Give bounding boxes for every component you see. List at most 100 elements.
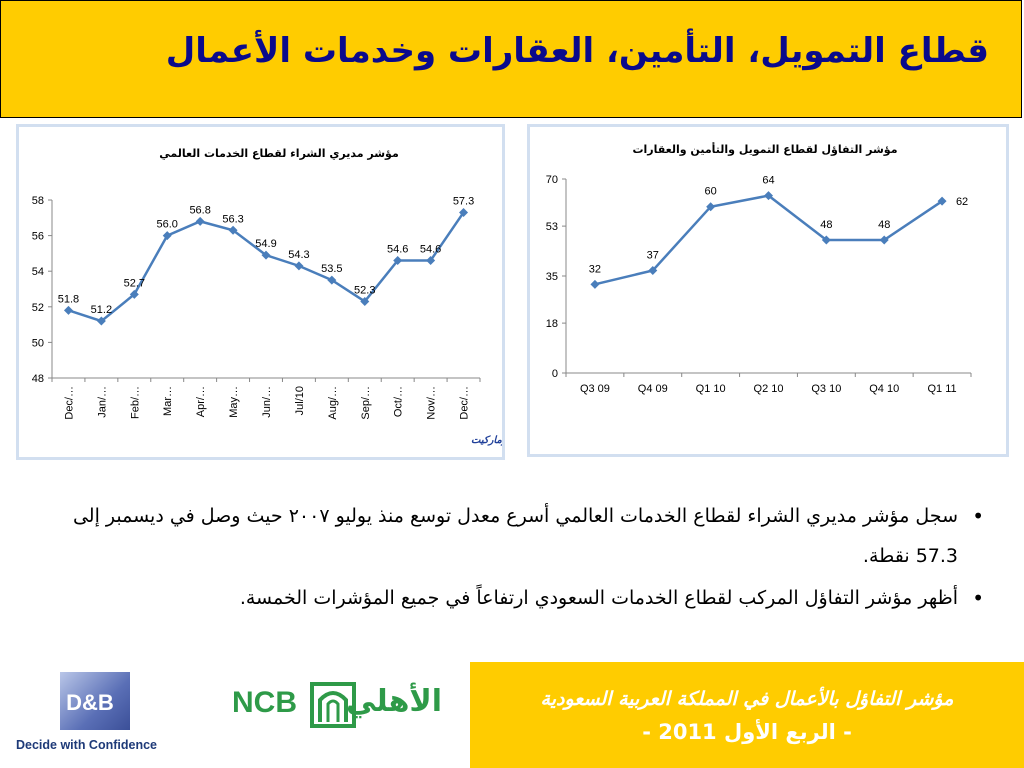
data-label: 54.9 bbox=[255, 238, 276, 250]
x-tick-label: Apr/… bbox=[195, 386, 207, 417]
bullet-text: أظهر مؤشر التفاؤل المركب لقطاع الخدمات ا… bbox=[239, 587, 958, 609]
x-tick-label: Nov/… bbox=[426, 386, 438, 420]
data-point bbox=[648, 265, 658, 275]
chart-title: مؤشر التفاؤل لقطاع التمويل والتأمين والع… bbox=[632, 142, 897, 156]
data-label: 57.3 bbox=[453, 195, 474, 207]
data-point bbox=[261, 250, 271, 260]
chart-global-pmi-svg: مؤشر مديري الشراء لقطاع الخدمات العالمي 4… bbox=[32, 147, 502, 446]
x-tick-label: Mar… bbox=[162, 386, 174, 416]
y-tick-label: 54 bbox=[32, 266, 44, 278]
chart-global-pmi: مؤشر مديري الشراء لقطاع الخدمات العالمي 4… bbox=[16, 124, 505, 460]
y-tick-label: 48 bbox=[32, 373, 44, 385]
y-tick-label: 35 bbox=[546, 271, 558, 283]
dnb-logo-text: D&B bbox=[66, 690, 114, 715]
data-label: 51.2 bbox=[91, 304, 112, 316]
x-tick-label: Q2 10 bbox=[754, 383, 784, 395]
y-tick-label: 52 bbox=[32, 302, 44, 314]
series-line bbox=[68, 211, 465, 323]
data-point bbox=[360, 296, 370, 306]
chart-source-note: المصدر: ج . ب. مورجان وماركيت bbox=[471, 435, 502, 446]
y-tick-label: 50 bbox=[32, 337, 44, 349]
bullet-item: • سجل مؤشر مديري الشراء لقطاع الخدمات ال… bbox=[40, 496, 990, 576]
data-label: 53.5 bbox=[321, 263, 342, 275]
data-label: 56.3 bbox=[222, 213, 243, 225]
dnb-logo-mark bbox=[60, 672, 130, 730]
page-title: قطاع التمويل، التأمين، العقارات وخدمات ا… bbox=[165, 31, 989, 71]
data-label: 56.0 bbox=[157, 219, 178, 231]
ncb-palm-icon bbox=[310, 682, 356, 728]
x-tick-label: Q3 10 bbox=[811, 383, 841, 395]
data-label: 48 bbox=[820, 219, 832, 231]
x-tick-label: Jul/10 bbox=[294, 386, 306, 415]
bullet-list: • سجل مؤشر مديري الشراء لقطاع الخدمات ال… bbox=[40, 496, 990, 620]
data-point bbox=[228, 225, 238, 235]
data-label: 54.6 bbox=[387, 244, 408, 256]
data-point bbox=[879, 235, 889, 245]
data-label: 32 bbox=[589, 263, 601, 275]
dnb-tagline: Decide with Confidence bbox=[16, 738, 157, 752]
data-label: 54.6 bbox=[420, 244, 441, 256]
data-point bbox=[195, 216, 205, 226]
data-label: 64 bbox=[762, 175, 774, 187]
x-tick-label: Dec/… bbox=[459, 386, 471, 420]
data-point bbox=[426, 256, 436, 266]
ncb-logo: NCB الأهلي bbox=[232, 682, 452, 732]
data-point bbox=[706, 202, 716, 212]
x-tick-label: Jun/… bbox=[261, 386, 273, 418]
data-label: 37 bbox=[647, 249, 659, 261]
series-line bbox=[594, 194, 943, 286]
x-tick-label: Sep/… bbox=[360, 386, 372, 420]
x-tick-label: Dec/… bbox=[63, 386, 75, 420]
x-tick-label: Q1 11 bbox=[927, 383, 956, 395]
x-tick-label: Q3 09 bbox=[580, 383, 610, 395]
x-tick-label: Q4 10 bbox=[869, 383, 899, 395]
data-point bbox=[327, 275, 337, 285]
chart-title: مؤشر مديري الشراء لقطاع الخدمات العالمي bbox=[159, 147, 399, 160]
bullet-marker: • bbox=[972, 586, 984, 610]
header-banner: قطاع التمويل، التأمين، العقارات وخدمات ا… bbox=[0, 0, 1022, 118]
data-label: 60 bbox=[705, 186, 717, 198]
bullet-text: سجل مؤشر مديري الشراء لقطاع الخدمات العا… bbox=[72, 505, 958, 567]
data-point bbox=[63, 305, 73, 315]
data-point bbox=[96, 316, 106, 326]
bullet-marker: • bbox=[972, 504, 984, 528]
x-tick-label: Jan/… bbox=[96, 386, 108, 418]
data-label: 48 bbox=[878, 219, 890, 231]
dnb-logo: D&B Decide with Confidence bbox=[14, 668, 166, 758]
data-point bbox=[764, 191, 773, 201]
y-tick-label: 70 bbox=[546, 174, 558, 186]
bullet-item: • أظهر مؤشر التفاؤل المركب لقطاع الخدمات… bbox=[40, 578, 990, 618]
footer-banner: مؤشر التفاؤل بالأعمال في المملكة العربية… bbox=[470, 662, 1024, 768]
x-tick-label: Oct/… bbox=[393, 386, 405, 417]
data-label: 54.3 bbox=[288, 249, 309, 261]
data-point bbox=[294, 261, 304, 271]
x-tick-label: Q4 09 bbox=[638, 383, 668, 395]
ncb-logo-arabic: الأهلي bbox=[345, 684, 442, 719]
chart-finance-optimism: مؤشر التفاؤل لقطاع التمويل والتأمين والع… bbox=[527, 124, 1009, 457]
x-tick-label: Q1 10 bbox=[696, 383, 726, 395]
data-point bbox=[459, 207, 469, 217]
footer-subtitle: - الربع الأول 2011 - bbox=[642, 720, 852, 744]
ncb-logo-latin: NCB bbox=[232, 686, 297, 719]
y-tick-label: 58 bbox=[32, 195, 44, 207]
y-tick-label: 53 bbox=[546, 221, 558, 233]
x-tick-label: Feb/… bbox=[129, 386, 141, 419]
data-point bbox=[821, 235, 831, 245]
footer-title: مؤشر التفاؤل بالأعمال في المملكة العربية… bbox=[540, 688, 954, 710]
data-label: 62 bbox=[956, 196, 968, 208]
data-point bbox=[162, 231, 172, 241]
data-point bbox=[393, 256, 403, 266]
x-tick-label: Aug/… bbox=[327, 386, 339, 420]
data-label: 52.7 bbox=[124, 277, 145, 289]
y-tick-label: 0 bbox=[552, 368, 558, 380]
data-label: 56.8 bbox=[189, 204, 210, 216]
y-tick-label: 18 bbox=[546, 318, 558, 330]
data-label: 51.8 bbox=[58, 293, 79, 305]
y-tick-label: 56 bbox=[32, 231, 44, 243]
data-point bbox=[937, 196, 947, 206]
data-label: 52.3 bbox=[354, 284, 375, 296]
x-tick-label: May… bbox=[228, 386, 240, 418]
chart-finance-optimism-svg: مؤشر التفاؤل لقطاع التمويل والتأمين والع… bbox=[546, 142, 972, 395]
data-point bbox=[129, 289, 139, 299]
data-point bbox=[590, 279, 600, 289]
